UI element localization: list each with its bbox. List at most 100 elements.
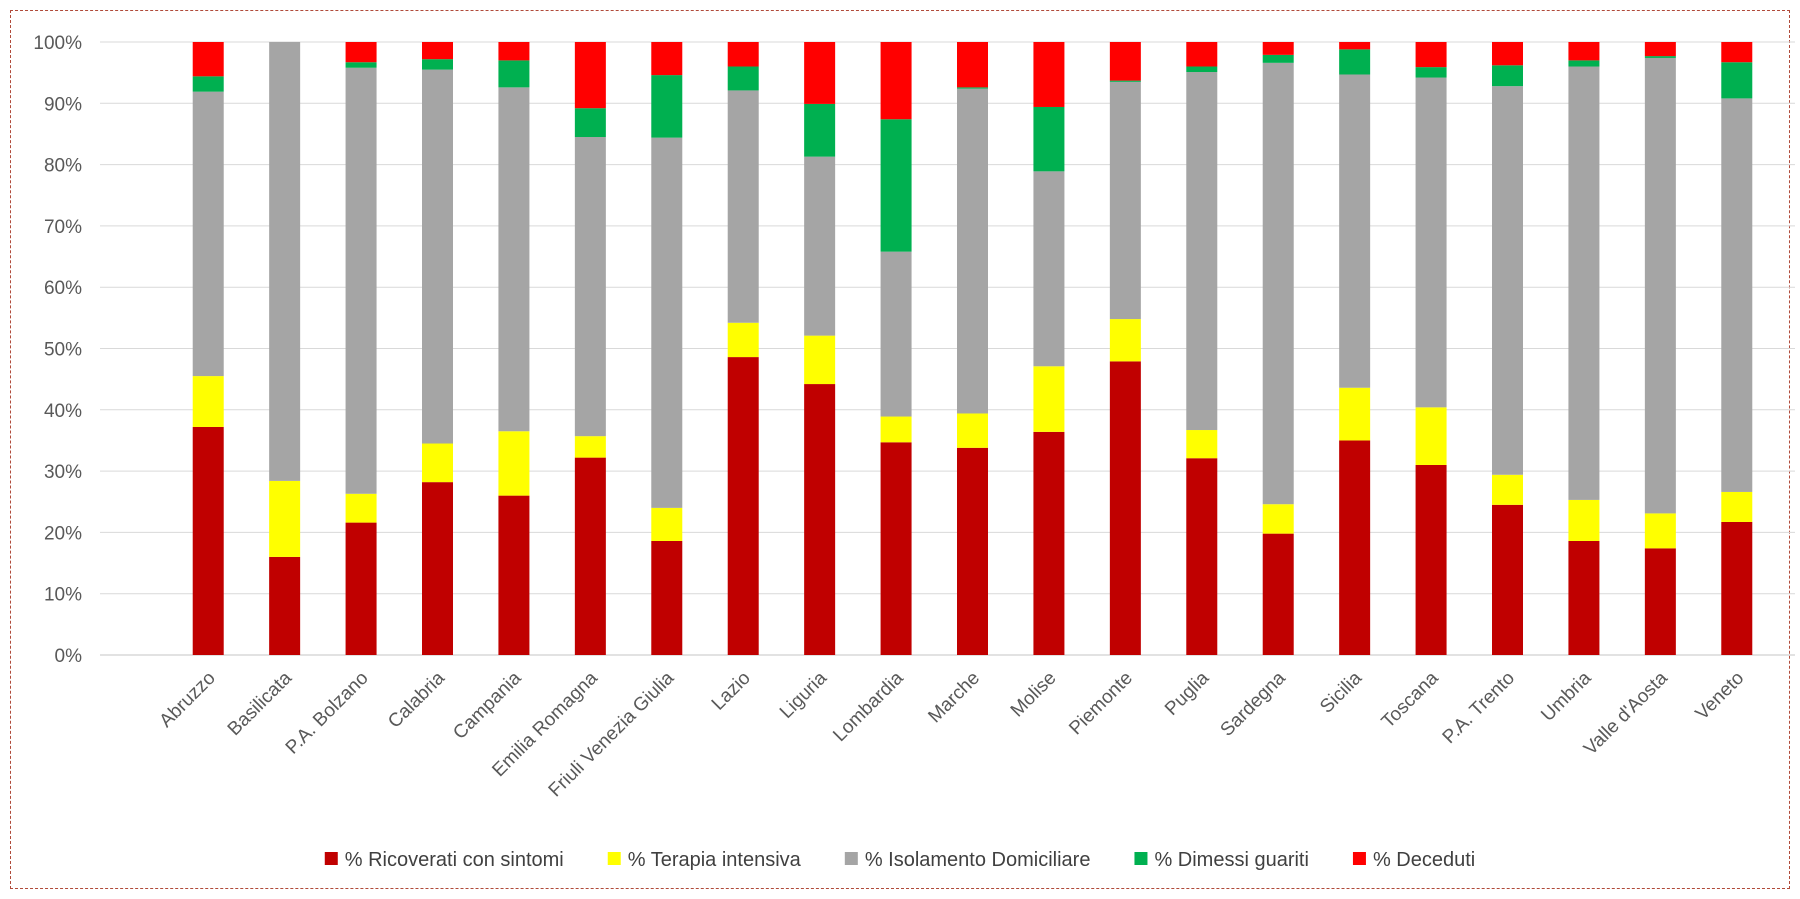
bar-segment: [422, 443, 453, 483]
bar-segment: [345, 62, 377, 68]
bar-segment: [1033, 106, 1065, 172]
bar-stack: [1492, 42, 1523, 655]
y-tick-label: 90%: [44, 94, 82, 115]
bar-segment: [880, 42, 912, 120]
bar-segment: [1109, 81, 1141, 320]
bar-segment: [574, 457, 606, 655]
bar-segment: [1262, 54, 1294, 63]
bar-segment: [1568, 66, 1600, 500]
bar-segment: [1492, 65, 1523, 87]
bar-stack: [651, 42, 683, 655]
bar-segment: [1644, 513, 1676, 549]
bar-segment: [804, 103, 836, 157]
bar-stack: [1568, 42, 1600, 655]
bar-segment: [1644, 42, 1676, 57]
bar-segment: [345, 522, 377, 655]
bar-segment: [1568, 42, 1600, 61]
bar-segment: [880, 251, 912, 417]
bar-segment: [192, 42, 224, 77]
bar-segment: [1033, 42, 1065, 107]
bar-segment: [957, 42, 988, 88]
bar-stack: [192, 42, 224, 655]
bar-stack: [880, 42, 912, 655]
x-category-label: Calabria: [384, 667, 449, 732]
x-category-label: Liguria: [776, 667, 831, 722]
x-category-label: Umbria: [1537, 667, 1595, 725]
bar-segment: [727, 90, 759, 323]
bar-stack: [1339, 42, 1371, 655]
bar-segment: [1109, 42, 1141, 81]
bar-segment: [727, 322, 759, 358]
x-category-label: Molise: [1007, 668, 1061, 722]
legend-swatch: [1352, 852, 1366, 865]
bar-segment: [957, 87, 988, 89]
bar-stack: [1262, 42, 1294, 655]
legend-label: % Deceduti: [1373, 849, 1475, 871]
bar-segment: [1568, 499, 1600, 541]
x-category-label: Piemonte: [1065, 668, 1137, 740]
bar-segment: [1262, 504, 1294, 534]
bar-segment: [1109, 319, 1141, 362]
bar-segment: [651, 507, 683, 541]
bar-segment: [498, 431, 530, 496]
bar-segment: [1262, 533, 1294, 655]
bar-segment: [1186, 66, 1218, 73]
bar-segment: [1339, 74, 1371, 388]
bar-segment: [651, 42, 683, 76]
bar-segment: [1415, 464, 1447, 655]
y-tick-label: 20%: [44, 523, 82, 544]
chart-frame: [10, 10, 1790, 889]
bar-segment: [651, 75, 683, 138]
bar-segment: [422, 482, 453, 655]
bar-segment: [498, 60, 530, 88]
bar-segment: [804, 384, 836, 655]
x-category-label: Puglia: [1161, 667, 1214, 720]
bar-segment: [1492, 42, 1523, 66]
bar-segment: [1339, 42, 1371, 50]
bar-segment: [1568, 540, 1600, 655]
bar-segment: [804, 335, 836, 385]
bar-segment: [574, 42, 606, 109]
y-axis-tick-labels: 0% 10% 20% 30% 40% 50% 60% 70% 80% 90% 100%: [33, 33, 82, 667]
legend-label: % Dimessi guariti: [1154, 849, 1308, 871]
bar-stack: [422, 42, 453, 655]
bar-segment: [345, 493, 377, 523]
bar-segment: [651, 137, 683, 508]
y-tick-label: 40%: [44, 401, 82, 422]
bar-segment: [1721, 98, 1753, 492]
legend-label: % Ricoverati con sintomi: [345, 849, 564, 871]
bar-segment: [651, 540, 683, 655]
x-category-label: Friuli Venezia Giulia: [545, 667, 679, 801]
bar-stack: [345, 42, 377, 655]
bar-stack: [1109, 42, 1141, 655]
bar-segment: [1339, 440, 1371, 655]
bar-segment: [422, 42, 453, 60]
bar-stack: [269, 42, 301, 655]
bar-segment: [1492, 474, 1523, 505]
bar-segment: [1186, 42, 1218, 67]
bar-stack: [727, 42, 759, 655]
y-tick-label: 60%: [44, 278, 82, 299]
bar-segment: [1262, 62, 1294, 505]
bar-segment: [269, 480, 301, 557]
bar-segment: [880, 442, 912, 655]
bar-segment: [1721, 62, 1753, 99]
bar-segment: [804, 156, 836, 336]
y-tick-label: 80%: [44, 156, 82, 177]
bar-segment: [1186, 458, 1218, 655]
bar-segment: [1644, 57, 1676, 514]
bar-segment: [498, 42, 530, 61]
bar-segment: [345, 67, 377, 494]
bar-stack: [1415, 42, 1447, 655]
x-category-label: Toscana: [1378, 667, 1443, 732]
bar-segment: [957, 413, 988, 448]
x-category-label: Veneto: [1692, 668, 1749, 725]
bar-segment: [957, 447, 988, 655]
bar-segment: [345, 42, 377, 63]
bar-segment: [574, 436, 606, 458]
bar-stack: [1033, 42, 1065, 655]
bar-segment: [1339, 49, 1371, 75]
bar-stack: [1721, 42, 1753, 655]
